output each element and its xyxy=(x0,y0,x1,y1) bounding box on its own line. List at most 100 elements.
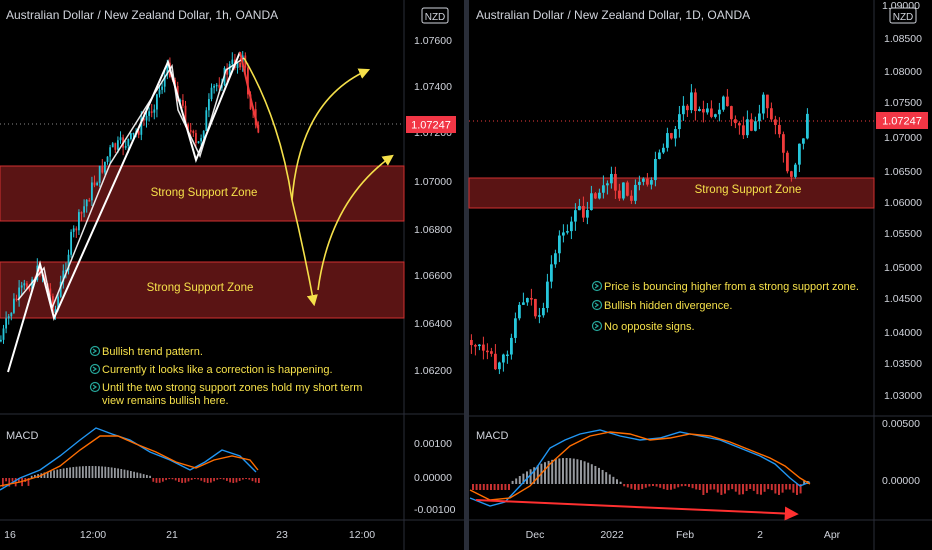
left-macd-bar xyxy=(59,469,62,478)
left-candle xyxy=(208,99,210,111)
left-macd-bar xyxy=(248,478,251,480)
left-macd-bar xyxy=(168,478,171,480)
right-macd-bar xyxy=(475,484,478,490)
right-candle xyxy=(602,185,605,193)
right-candle xyxy=(558,235,561,254)
right-support-zone xyxy=(468,177,875,209)
left-candle xyxy=(119,137,122,141)
right-macd-bar xyxy=(522,473,525,484)
left-candle xyxy=(145,115,148,121)
right-price-axis-label: 1.07000 xyxy=(884,132,922,144)
left-candle xyxy=(215,84,218,87)
right-time-axis[interactable]: Dec 2022 Feb 2 Apr xyxy=(526,529,841,541)
left-candle xyxy=(218,84,221,88)
right-macd-bar xyxy=(594,465,597,484)
right-candle xyxy=(774,119,777,125)
left-candle xyxy=(200,138,203,142)
right-candle xyxy=(722,96,725,110)
left-candle xyxy=(156,94,158,110)
right-macd-bar xyxy=(716,484,719,493)
left-candle xyxy=(143,118,145,121)
right-price-badge xyxy=(876,112,928,129)
right-macd-bar xyxy=(583,461,586,484)
left-candle xyxy=(221,85,223,88)
right-macd-bar xyxy=(504,484,507,490)
panel-divider[interactable] xyxy=(464,0,469,550)
right-macd-bar xyxy=(652,484,654,487)
left-macd-axis[interactable]: 0.00100 0.00000 -0.00100 xyxy=(414,438,456,516)
right-macd-bar xyxy=(698,484,701,490)
left-candle xyxy=(150,111,153,113)
right-candle xyxy=(662,147,665,153)
right-price-axis[interactable]: 1.08500 1.08000 1.07500 1.07000 1.06500 1.060… xyxy=(884,33,922,402)
right-candle xyxy=(646,178,649,185)
right-candle xyxy=(746,119,749,136)
left-candle xyxy=(70,231,73,255)
right-macd-bar xyxy=(511,480,514,484)
right-candle xyxy=(506,354,509,357)
left-trend-pattern-line xyxy=(7,51,241,373)
right-price-axis-label: 1.03500 xyxy=(884,358,922,370)
left-candle xyxy=(179,100,182,102)
right-price-axis-label: 1.05500 xyxy=(884,228,922,240)
left-candle xyxy=(132,132,135,135)
right-candle xyxy=(514,318,517,338)
right-currency-badge[interactable] xyxy=(889,7,917,24)
right-macd-bar xyxy=(493,484,496,490)
left-macd-bar xyxy=(146,474,148,478)
left-macd-bar xyxy=(50,471,52,478)
right-currency-badge-text: NZD xyxy=(893,12,914,23)
right-zone-label: Strong Support Zone xyxy=(695,184,802,196)
left-note-3: Until the two strong support zones hold … xyxy=(102,382,362,394)
left-candle xyxy=(228,64,231,75)
left-price-axis-label: 1.07600 xyxy=(414,35,452,47)
right-macd-bar xyxy=(778,484,780,495)
left-currency-badge[interactable] xyxy=(421,7,449,24)
right-macd-bar xyxy=(634,484,636,490)
right-candle xyxy=(626,182,629,196)
right-candle xyxy=(546,281,549,309)
right-candle xyxy=(698,108,701,111)
left-macd-bar xyxy=(78,466,81,478)
right-candle xyxy=(766,94,769,109)
left-macd-bar xyxy=(34,474,36,478)
left-macd-axis-label: 0.00100 xyxy=(414,438,452,450)
right-macd-bar xyxy=(587,462,590,484)
left-projection-arrow-3 xyxy=(291,199,318,307)
left-time-axis[interactable]: 16 12:00 21 23 12:00 xyxy=(4,529,375,541)
left-candle xyxy=(91,182,93,201)
left-macd-bar xyxy=(210,478,212,483)
right-macd-bar xyxy=(482,484,485,490)
left-candle xyxy=(161,86,164,90)
right-candle xyxy=(630,195,633,201)
right-macd-bar xyxy=(590,464,593,484)
left-macd-bar xyxy=(62,468,65,478)
right-candle xyxy=(690,92,693,111)
left-macd-label: MACD xyxy=(6,430,38,442)
left-currency-badge-text: NZD xyxy=(425,12,446,23)
right-macd-bar xyxy=(709,484,712,490)
right-macd-axis[interactable]: 0.00500 0.00000 xyxy=(882,418,920,487)
right-macd-bar xyxy=(580,460,582,484)
left-candle xyxy=(0,339,2,342)
left-candle xyxy=(109,147,112,157)
right-candle xyxy=(718,109,721,115)
right-macd-bar xyxy=(641,484,644,490)
left-price-axis[interactable]: 1.076001.074001.072001.070001.068001.066… xyxy=(414,35,452,377)
left-candle xyxy=(153,109,156,113)
right-macd-bar xyxy=(648,484,651,487)
right-candle xyxy=(494,353,497,370)
right-candle xyxy=(694,92,697,111)
left-macd-bar xyxy=(174,478,177,481)
right-candle xyxy=(786,152,789,172)
right-candle xyxy=(670,133,673,139)
right-candle xyxy=(770,108,773,120)
right-macd-bar xyxy=(659,484,662,488)
right-time-axis-label: Feb xyxy=(676,529,694,541)
left-macd-bar xyxy=(245,478,247,480)
right-candle xyxy=(566,231,569,233)
right-macd-bar xyxy=(792,484,795,493)
right-macd-histogram xyxy=(472,458,809,495)
right-macd-bar xyxy=(756,484,759,495)
